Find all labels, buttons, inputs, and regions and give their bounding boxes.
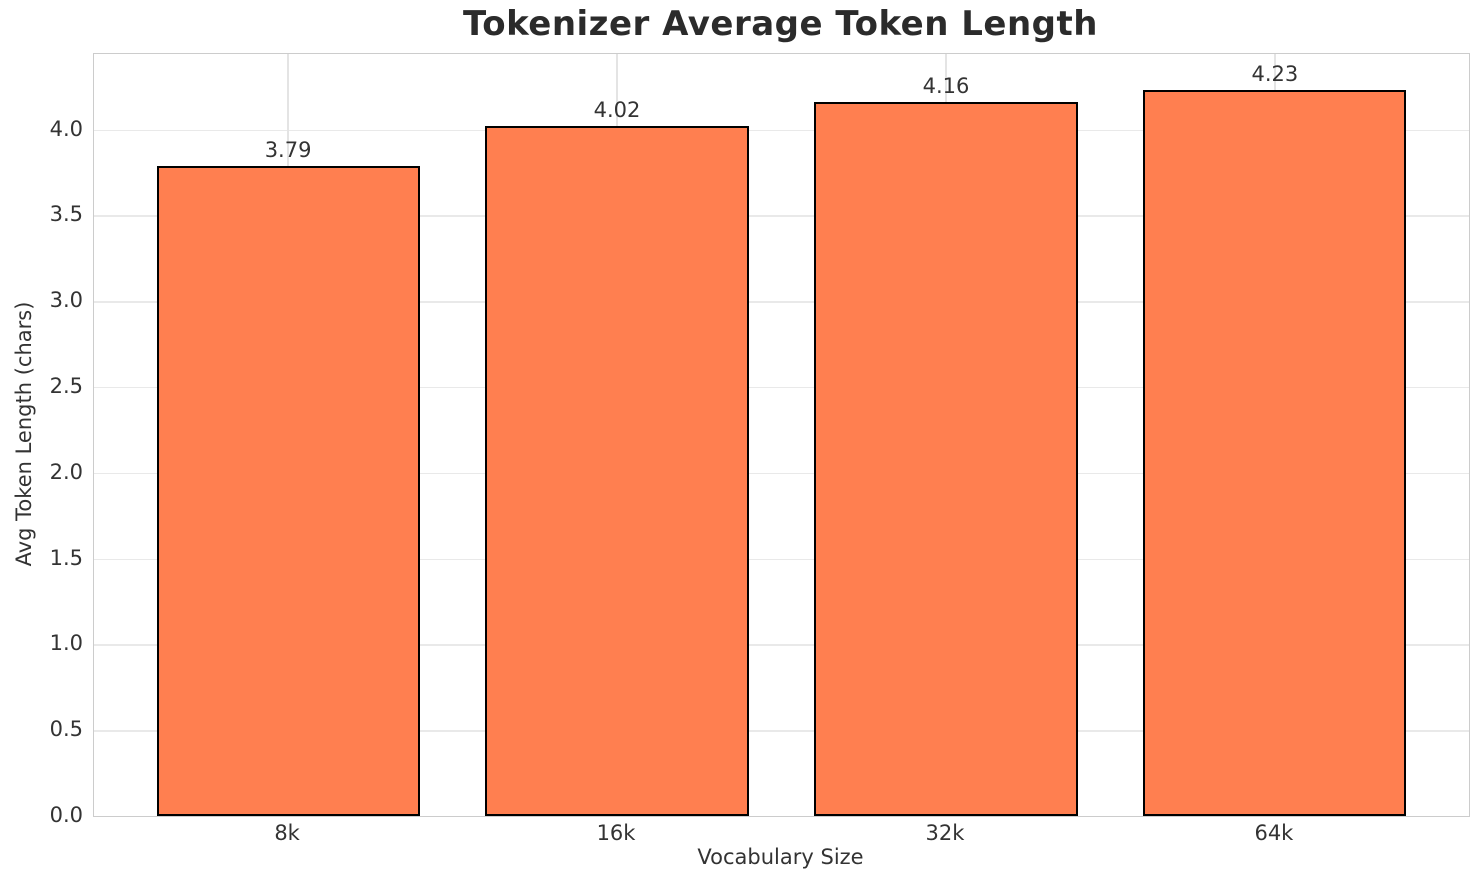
x-tick-label: 64k [1254,821,1294,845]
y-tick-label: 2.0 [49,459,83,484]
bar-value-label: 4.02 [593,98,641,123]
bar-value-label: 4.23 [1251,62,1299,87]
plot-area: 3.79 4.02 4.16 4.23 [93,53,1470,817]
bar-value-label: 4.16 [922,74,970,99]
horizontal-gridline [94,215,1469,217]
y-tick-label: 1.5 [49,545,83,570]
bar [485,126,749,816]
horizontal-gridline [94,386,1469,389]
bar [156,165,420,816]
chart-title: Tokenizer Average Token Length [463,4,1098,44]
y-tick-label: 1.0 [49,631,83,656]
y-tick-label: 0.0 [49,803,83,827]
x-tick-labels: 8k 16k 32k 64k [93,821,1468,847]
y-tick-label: 2.5 [49,373,83,398]
y-tick-label: 0.5 [49,717,83,742]
y-tick-label: 3.0 [49,288,83,313]
y-tick-label: 3.5 [49,202,83,227]
y-tick-labels: 0.0 0.5 1.0 1.5 2.0 2.5 3.0 3.5 4.0 [0,53,83,828]
x-tick-label: 8k [274,821,300,845]
horizontal-gridline [94,129,1469,131]
horizontal-gridline [94,301,1469,303]
horizontal-gridline [94,644,1469,646]
bar [1143,90,1407,816]
horizontal-gridline [94,730,1469,732]
x-axis-label: Vocabulary Size [697,845,864,869]
bar [814,102,1078,816]
horizontal-gridline [94,472,1469,475]
x-tick-label: 16k [596,821,636,845]
bar-value-label: 3.79 [264,137,312,162]
x-tick-label: 32k [925,821,965,845]
y-tick-label: 4.0 [49,116,83,141]
horizontal-gridline [94,558,1469,560]
